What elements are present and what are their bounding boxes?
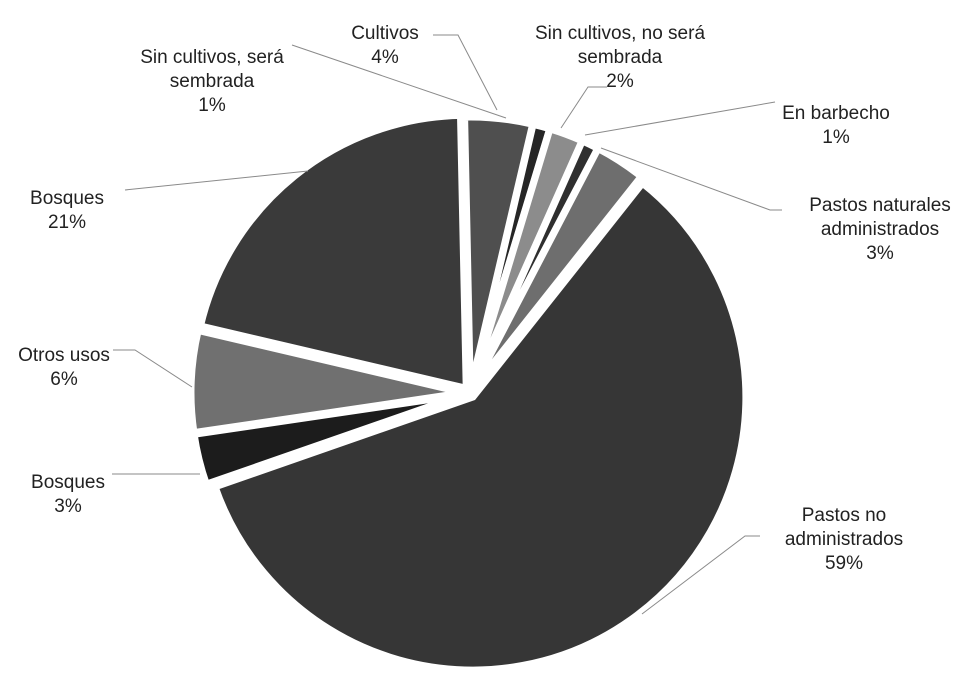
pie-slice-9 — [196, 111, 470, 393]
slice-name-label: Cultivos — [351, 23, 419, 44]
slice-name-label: sembrada — [170, 71, 255, 92]
slice-name-label: Pastos naturales — [809, 195, 951, 216]
leader-line-4 — [584, 101, 776, 136]
slice-percent-label: 1% — [198, 95, 226, 116]
slice-label-8: Otros usos 6% — [18, 345, 110, 390]
slice-percent-label: 1% — [822, 127, 850, 148]
leader-line-9 — [124, 170, 309, 191]
leader-lines — [112, 34, 782, 615]
slice-percent-label: 59% — [825, 553, 863, 574]
slice-label-3: Sin cultivos, no será sembrada 2% — [535, 23, 705, 92]
slice-name-label: Sin cultivos, será — [140, 47, 284, 68]
leader-line-5 — [600, 147, 782, 211]
slice-label-5: Pastos naturales administrados 3% — [809, 195, 951, 264]
leader-line-2 — [291, 44, 507, 119]
slice-label-4: En barbecho 1% — [782, 103, 890, 148]
slice-percent-label: 3% — [54, 496, 82, 517]
slice-name-label: Sin cultivos, no será — [535, 23, 705, 44]
slice-labels: Cultivos 4%Sin cultivos, será sembrada 1%Si… — [18, 23, 951, 574]
slice-label-7: Bosques 3% — [31, 472, 105, 517]
leader-line-3 — [560, 86, 607, 129]
slice-name-label: En barbecho — [782, 103, 890, 124]
slice-percent-label: 21% — [48, 212, 86, 233]
slice-name-label: administrados — [821, 219, 939, 240]
pie-slice-8 — [187, 326, 465, 437]
leader-line-8 — [113, 349, 193, 388]
slice-label-6: Pastos no administrados 59% — [785, 505, 903, 574]
slice-name-label: administrados — [785, 529, 903, 550]
slice-name-label: sembrada — [578, 47, 663, 68]
pie-slice-5 — [468, 143, 647, 393]
slice-percent-label: 2% — [606, 71, 634, 92]
pie-slices — [187, 111, 750, 673]
slice-name-label: Pastos no — [802, 505, 887, 526]
slice-name-label: Bosques — [30, 188, 104, 209]
slice-percent-label: 3% — [866, 243, 894, 264]
slice-label-9: Bosques 21% — [30, 188, 104, 233]
slice-label-1: Cultivos 4% — [351, 23, 419, 68]
slice-percent-label: 4% — [371, 47, 399, 68]
leader-line-6 — [641, 535, 760, 615]
leader-line-1 — [433, 34, 498, 111]
slice-name-label: Otros usos — [18, 345, 110, 366]
slice-label-2: Sin cultivos, será sembrada 1% — [140, 47, 284, 116]
pie-slice-6 — [210, 178, 750, 673]
slice-percent-label: 6% — [50, 369, 78, 390]
slice-name-label: Bosques — [31, 472, 105, 493]
